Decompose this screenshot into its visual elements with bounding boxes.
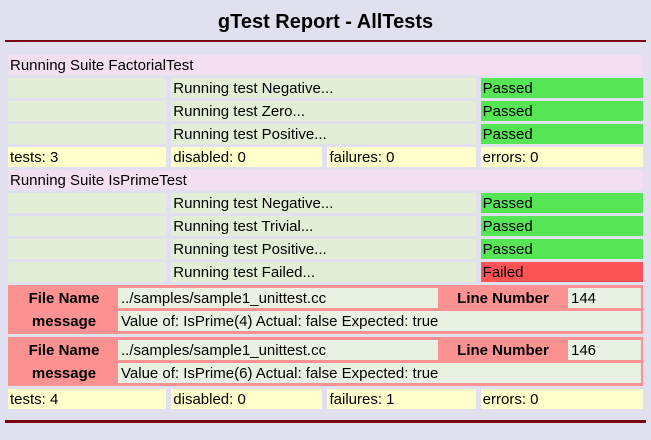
failure-file-row: File Name ../samples/sample1_unittest.cc…	[14, 340, 641, 360]
summary-tests: tests: 4	[8, 389, 167, 409]
test-row-spacer	[8, 216, 167, 236]
line-number-label: Line Number	[457, 341, 549, 359]
failure-message-row: message Value of: IsPrime(6) Actual: fal…	[14, 363, 641, 383]
failure-block: File Name ../samples/sample1_unittest.cc…	[8, 285, 643, 334]
summary-disabled: disabled: 0	[171, 389, 323, 409]
test-row-spacer	[8, 78, 167, 98]
file-name-label: File Name	[28, 341, 100, 359]
test-name: Running test Positive...	[171, 239, 476, 259]
summary-failures: failures: 1	[327, 389, 476, 409]
test-row: Running test Failed... Failed	[8, 262, 643, 282]
summary-tests: tests: 3	[8, 147, 167, 167]
suite-summary-row: tests: 4 disabled: 0 failures: 1 errors:…	[8, 389, 643, 409]
test-row: Running test Positive... Passed	[8, 239, 643, 259]
suite-header-row: Running Suite FactorialTest	[8, 55, 643, 75]
failure-file-value: ../samples/sample1_unittest.cc	[118, 288, 438, 308]
suite-header-isprimetest: Running Suite IsPrimeTest	[8, 170, 643, 190]
failure-table: File Name ../samples/sample1_unittest.cc…	[10, 337, 643, 386]
failure-line-value: 144	[568, 288, 641, 308]
failure-line-value: 146	[568, 340, 641, 360]
test-name: Running test Trivial...	[171, 216, 476, 236]
test-name: Running test Zero...	[171, 101, 476, 121]
test-name: Running test Failed...	[171, 262, 476, 282]
summary-failures: failures: 0	[327, 147, 476, 167]
message-label: message	[31, 364, 97, 382]
test-name: Running test Negative...	[171, 193, 476, 213]
failure-message-value: Value of: IsPrime(4) Actual: false Expec…	[118, 311, 641, 331]
status-badge: Passed	[480, 101, 643, 121]
bottom-divider	[5, 420, 646, 423]
failure-message-row: message Value of: IsPrime(4) Actual: fal…	[14, 311, 641, 331]
summary-errors: errors: 0	[480, 147, 643, 167]
top-divider	[5, 40, 646, 42]
failure-block-row: File Name ../samples/sample1_unittest.cc…	[8, 285, 643, 334]
failure-table: File Name ../samples/sample1_unittest.cc…	[10, 285, 643, 334]
test-row: Running test Zero... Passed	[8, 101, 643, 121]
test-row: Running test Positive... Passed	[8, 124, 643, 144]
status-badge: Passed	[480, 78, 643, 98]
failure-block-row: File Name ../samples/sample1_unittest.cc…	[8, 337, 643, 386]
summary-disabled: disabled: 0	[171, 147, 323, 167]
suite-summary-row: tests: 3 disabled: 0 failures: 0 errors:…	[8, 147, 643, 167]
message-label: message	[31, 312, 97, 330]
file-name-label: File Name	[28, 289, 100, 307]
status-badge: Passed	[480, 193, 643, 213]
test-row: Running test Negative... Passed	[8, 78, 643, 98]
test-row: Running test Negative... Passed	[8, 193, 643, 213]
status-badge: Passed	[480, 239, 643, 259]
status-badge: Passed	[480, 124, 643, 144]
test-name: Running test Positive...	[171, 124, 476, 144]
test-name: Running test Negative...	[171, 78, 476, 98]
test-row-spacer	[8, 101, 167, 121]
test-row-spacer	[8, 193, 167, 213]
failure-block: File Name ../samples/sample1_unittest.cc…	[8, 337, 643, 386]
suite-header-factorialtest: Running Suite FactorialTest	[8, 55, 643, 75]
report-title: gTest Report - AllTests	[217, 11, 434, 33]
test-row-spacer	[8, 124, 167, 144]
status-badge: Failed	[480, 262, 643, 282]
test-row-spacer	[8, 262, 167, 282]
status-badge: Passed	[480, 216, 643, 236]
report-table: Running Suite FactorialTest Running test…	[3, 52, 648, 412]
test-row-spacer	[8, 239, 167, 259]
summary-errors: errors: 0	[480, 389, 643, 409]
failure-message-value: Value of: IsPrime(6) Actual: false Expec…	[118, 363, 641, 383]
failure-file-value: ../samples/sample1_unittest.cc	[118, 340, 438, 360]
test-row: Running test Trivial... Passed	[8, 216, 643, 236]
failure-file-row: File Name ../samples/sample1_unittest.cc…	[14, 288, 641, 308]
suite-header-row: Running Suite IsPrimeTest	[8, 170, 643, 190]
line-number-label: Line Number	[457, 289, 549, 307]
